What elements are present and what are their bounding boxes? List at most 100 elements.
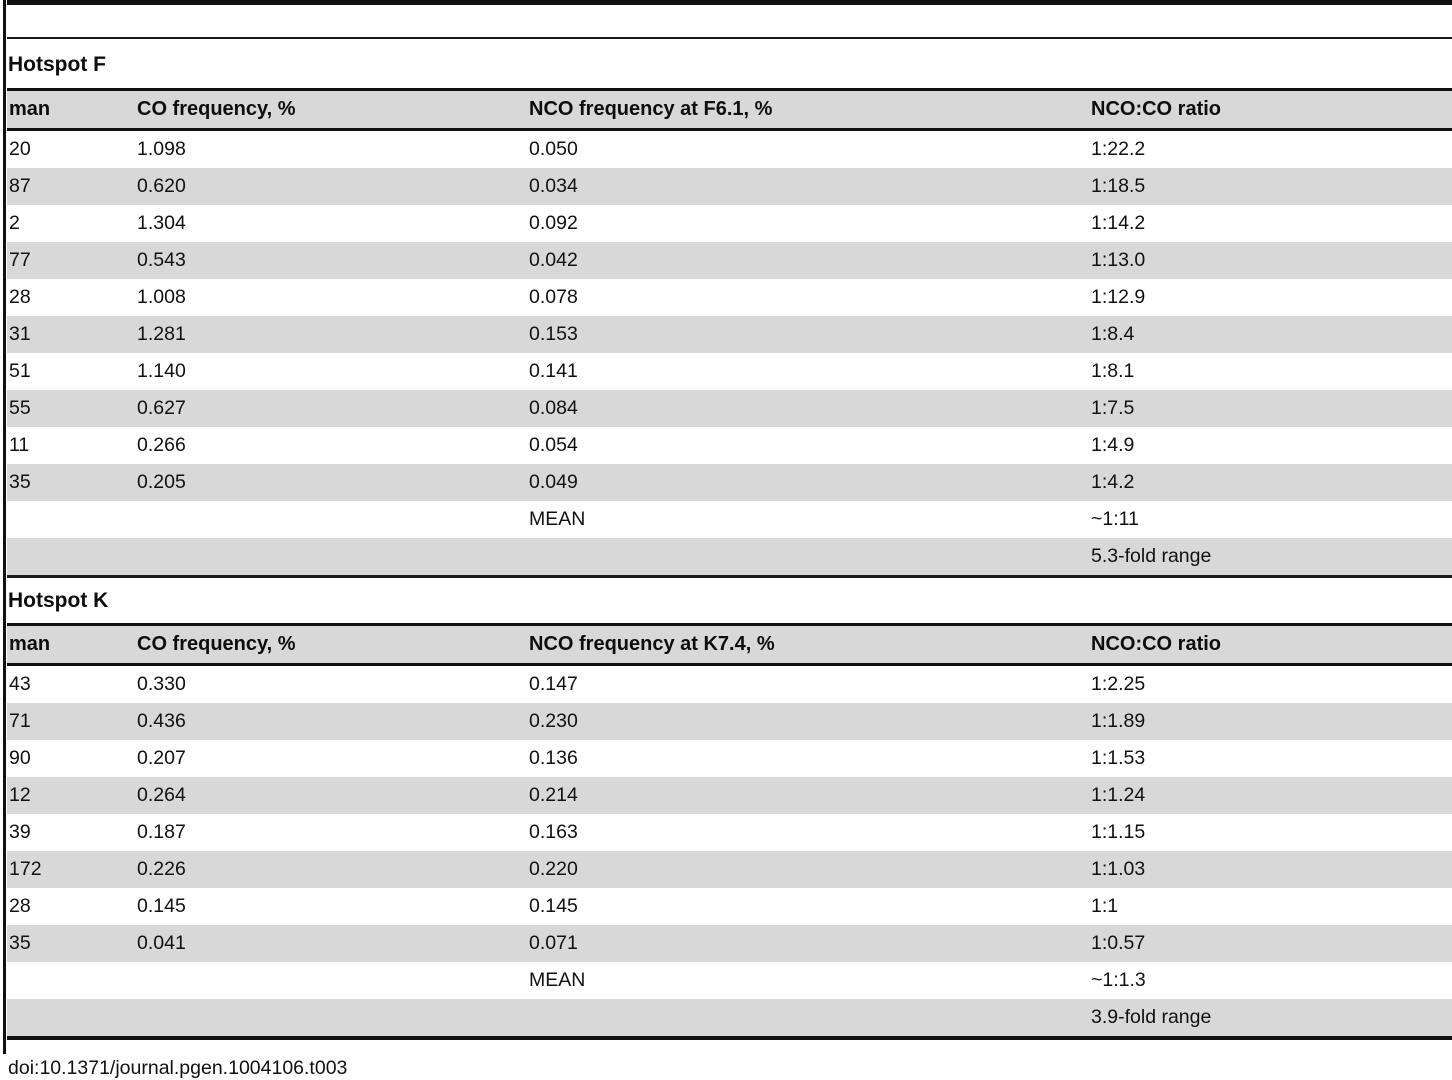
table-cell <box>7 538 135 577</box>
table-cell: 1:2.25 <box>1091 673 1146 695</box>
table-row: 11 0.266 0.054 1:4.9 <box>7 427 1452 464</box>
table-row: 20 1.098 0.050 1:22.2 <box>7 130 1452 169</box>
column-header-nco-co-ratio: NCO:CO ratio <box>1091 633 1221 655</box>
table-row: 2 1.304 0.092 1:14.2 <box>7 205 1452 242</box>
table-cell: 1:0.57 <box>1091 932 1146 954</box>
table-cell: 1:8.4 <box>1091 323 1135 345</box>
table-cell: 39 <box>9 821 31 843</box>
table-cell: 2 <box>9 212 20 234</box>
hotspot-f-title: Hotspot F <box>8 53 106 76</box>
table-row: 90 0.207 0.136 1:1.53 <box>7 740 1452 777</box>
table-row: 35 0.205 0.049 1:4.2 <box>7 464 1452 501</box>
table-cell: 43 <box>9 673 31 695</box>
table-row: 28 0.145 0.145 1:1 <box>7 888 1452 925</box>
table-cell: 3.9-fold range <box>1091 1006 1212 1028</box>
table-cell: 1:1 <box>1091 895 1119 917</box>
table-cell: 28 <box>9 895 31 917</box>
table-cell: 51 <box>9 360 31 382</box>
table-cell: 1:1.53 <box>1091 747 1146 769</box>
table-cell <box>527 538 1089 577</box>
table-row: 3.9-fold range <box>7 999 1452 1038</box>
table-cell: 0.264 <box>137 784 186 806</box>
table-cell: 1:7.5 <box>1091 397 1135 419</box>
table-cell: 0.042 <box>529 249 578 271</box>
table-cell: 1.281 <box>137 323 186 345</box>
table-row: 51 1.140 0.141 1:8.1 <box>7 353 1452 390</box>
table-cell: 0.071 <box>529 932 578 954</box>
table-cell: 0.136 <box>529 747 578 769</box>
column-header-nco-frequency: NCO frequency at F6.1, % <box>529 98 773 120</box>
table-cell: 90 <box>9 747 31 769</box>
table-cell <box>7 962 135 999</box>
table-cell: 1:14.2 <box>1091 212 1146 234</box>
table-cell: 0.050 <box>529 138 578 160</box>
left-edge-rule <box>3 0 6 1054</box>
table-cell: 55 <box>9 397 31 419</box>
table-cell: 12 <box>9 784 31 806</box>
table-cell: 0.230 <box>529 710 578 732</box>
table-cell: 0.220 <box>529 858 578 880</box>
table-row: 71 0.436 0.230 1:1.89 <box>7 703 1452 740</box>
table-cell: 1.304 <box>137 212 186 234</box>
table-cell: 0.187 <box>137 821 186 843</box>
table-cell: 1.140 <box>137 360 186 382</box>
table-cell <box>135 538 527 577</box>
column-header-man: man <box>9 633 51 655</box>
doi-caption: doi:10.1371/journal.pgen.1004106.t003 <box>8 1057 348 1079</box>
table-row: 39 0.187 0.163 1:1.15 <box>7 814 1452 851</box>
table-row: 55 0.627 0.084 1:7.5 <box>7 390 1452 427</box>
table-cell: ~1:11 <box>1091 508 1139 530</box>
table-cell <box>527 999 1089 1038</box>
table-cell: 1.008 <box>137 286 186 308</box>
hotspot-f-table-body: 20 1.098 0.050 1:22.2 87 0.620 0.034 1:18.5 2 1.3… <box>7 130 1452 577</box>
table-cell: 0.226 <box>137 858 186 880</box>
top-spacer <box>7 5 1452 37</box>
table-cell: 0.041 <box>137 932 186 954</box>
table-cell: 87 <box>9 175 31 197</box>
table-cell: 5.3-fold range <box>1091 545 1212 567</box>
table-cell: 0.147 <box>529 673 578 695</box>
table-cell: 1:1.03 <box>1091 858 1146 880</box>
table-cell: ~1:1.3 <box>1091 969 1146 991</box>
table-row: 28 1.008 0.078 1:12.9 <box>7 279 1452 316</box>
table-cell <box>135 501 527 538</box>
hotspot-k-title: Hotspot K <box>8 589 109 612</box>
table-cell: 0.543 <box>137 249 186 271</box>
header-row: man CO frequency, % NCO frequency at K7.… <box>7 624 1452 665</box>
table-cell: 0.092 <box>529 212 578 234</box>
table-cell: MEAN <box>529 508 586 530</box>
column-header-nco-co-ratio: NCO:CO ratio <box>1091 98 1221 120</box>
hotspot-f-table: man CO frequency, % NCO frequency at F6.… <box>7 88 1452 578</box>
table-cell: 35 <box>9 471 31 493</box>
top-thick-rule <box>7 0 1452 5</box>
table-cell <box>135 999 527 1038</box>
table-cell: MEAN <box>529 969 586 991</box>
table-cell: 0.205 <box>137 471 186 493</box>
table-cell: 1:22.2 <box>1091 138 1146 160</box>
column-header-man: man <box>9 98 51 120</box>
table-cell: 0.084 <box>529 397 578 419</box>
table-row: 87 0.620 0.034 1:18.5 <box>7 168 1452 205</box>
table-row: 43 0.330 0.147 1:2.25 <box>7 665 1452 704</box>
table-cell: 1:18.5 <box>1091 175 1146 197</box>
table-cell: 28 <box>9 286 31 308</box>
table-cell: 0.034 <box>529 175 578 197</box>
table-row: 172 0.226 0.220 1:1.03 <box>7 851 1452 888</box>
table-cell: 1:12.9 <box>1091 286 1146 308</box>
table-cell: 11 <box>9 434 30 456</box>
table-cell: 0.214 <box>529 784 578 806</box>
table-cell: 0.153 <box>529 323 578 345</box>
table-cell: 1:8.1 <box>1091 360 1135 382</box>
table-cell: 1:13.0 <box>1091 249 1146 271</box>
table-content: Hotspot F man CO frequency, % NCO freque… <box>7 0 1452 1080</box>
table-cell: 35 <box>9 932 31 954</box>
table-cell <box>135 962 527 999</box>
table-cell: 0.049 <box>529 471 578 493</box>
table-row: 12 0.264 0.214 1:1.24 <box>7 777 1452 814</box>
table-cell: 0.266 <box>137 434 186 456</box>
table-row: 35 0.041 0.071 1:0.57 <box>7 925 1452 962</box>
table-cell: 20 <box>9 138 31 160</box>
table-cell: 0.163 <box>529 821 578 843</box>
table-row: MEAN ~1:1.3 <box>7 962 1452 999</box>
table-cell: 0.207 <box>137 747 186 769</box>
